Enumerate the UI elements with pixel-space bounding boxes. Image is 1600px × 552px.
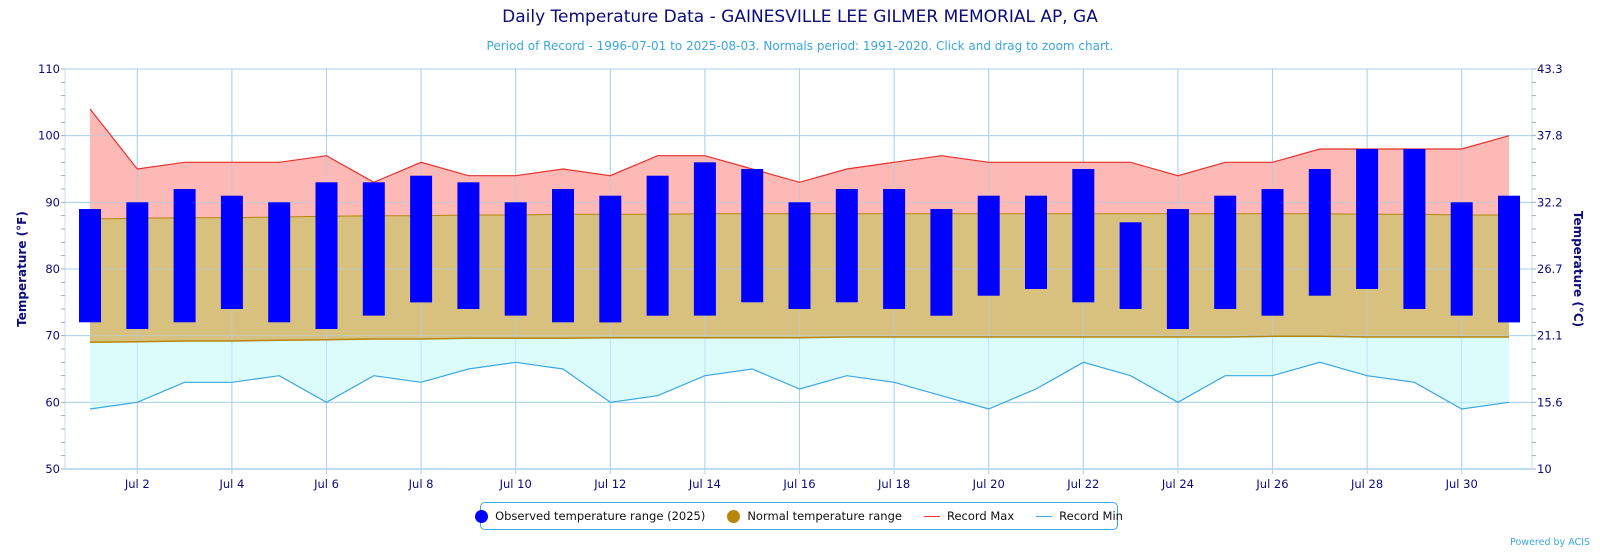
x-tick-label: Jul 2	[124, 477, 150, 491]
y-tick-label: 60	[45, 395, 60, 409]
observed-bar[interactable]	[1166, 209, 1189, 329]
chart-legend: Observed temperature range (2025) Normal…	[475, 502, 1123, 530]
y-tick-label: 70	[45, 329, 60, 343]
legend-item-record-max[interactable]: Record Max	[923, 509, 1015, 523]
legend-label-normal: Normal temperature range	[747, 509, 902, 523]
observed-bar[interactable]	[504, 202, 527, 316]
observed-bar[interactable]	[1261, 189, 1284, 316]
x-tick-label: Jul 20	[972, 477, 1005, 491]
chart-title: Daily Temperature Data - GAINESVILLE LEE…	[502, 7, 1098, 27]
observed-bar[interactable]	[552, 189, 574, 323]
observed-bar[interactable]	[977, 195, 1000, 296]
x-tick-label: Jul 22	[1066, 477, 1099, 491]
observed-bar[interactable]	[410, 175, 433, 303]
x-tick-label: Jul 24	[1161, 477, 1194, 491]
observed-bar[interactable]	[1119, 222, 1142, 309]
legend-label-record-min: Record Min	[1059, 509, 1123, 523]
record-min-legend-marker	[1036, 515, 1053, 517]
y-right-tick-label: 43.3	[1537, 62, 1563, 76]
y-right-tick-label: 26.7	[1537, 262, 1563, 276]
x-tick-label: Jul 18	[877, 477, 910, 491]
record-max-line[interactable]	[89, 108, 1510, 183]
y-right-tick-label: 10	[1537, 462, 1552, 476]
record-max-legend-marker	[923, 515, 940, 517]
y-tick-label: 90	[45, 195, 60, 209]
observed-bar[interactable]	[1308, 169, 1331, 296]
record-min-line[interactable]	[89, 361, 1510, 410]
observed-bar[interactable]	[1450, 202, 1473, 316]
observed-bar[interactable]	[1403, 149, 1426, 309]
observed-legend-marker	[475, 509, 489, 523]
record-max-area	[90, 109, 1509, 219]
observed-bar[interactable]	[646, 175, 669, 316]
x-tick-label: Jul 16	[782, 477, 815, 491]
observed-bars	[79, 149, 1520, 329]
y-right-tick-label: 15.6	[1537, 395, 1563, 409]
observed-bar[interactable]	[693, 162, 716, 316]
y-axis-title-left: Temperature (°F)	[15, 211, 29, 327]
observed-bar[interactable]	[599, 195, 622, 323]
observed-bar[interactable]	[126, 202, 149, 329]
observed-bar[interactable]	[1356, 149, 1379, 289]
legend-label-record-max: Record Max	[946, 509, 1015, 523]
observed-bar[interactable]	[1498, 195, 1520, 323]
observed-bar[interactable]	[220, 195, 243, 309]
y-tick-label: 50	[45, 462, 60, 476]
observed-bar[interactable]	[788, 202, 811, 309]
legend-item-normal[interactable]: Normal temperature range	[727, 509, 902, 523]
x-tick-label: Jul 6	[313, 477, 339, 491]
x-tick-label: Jul 26	[1255, 477, 1288, 491]
x-tick-label: Jul 8	[408, 477, 434, 491]
y-right-tick-label: 32.2	[1537, 195, 1563, 209]
y-axis-title-right: Temperature (°C)	[1571, 211, 1585, 327]
y-tick-label: 110	[38, 62, 60, 76]
x-tick-label: Jul 28	[1350, 477, 1383, 491]
observed-bar[interactable]	[1072, 169, 1095, 303]
y-tick-label: 80	[45, 262, 60, 276]
normal-low-line	[89, 335, 1509, 344]
observed-bar[interactable]	[835, 189, 858, 303]
observed-bar[interactable]	[1025, 195, 1047, 289]
x-tick-label: Jul 14	[688, 477, 721, 491]
observed-bar[interactable]	[173, 189, 196, 323]
observed-bar[interactable]	[268, 202, 291, 323]
observed-bar[interactable]	[930, 209, 953, 316]
x-tick-label: Jul 4	[218, 477, 244, 491]
legend-item-observed[interactable]: Observed temperature range (2025)	[475, 509, 705, 523]
powered-by-link[interactable]: Powered by ACIS	[1510, 537, 1590, 548]
y-right-tick-label: 21.1	[1537, 329, 1563, 343]
observed-bar[interactable]	[457, 182, 480, 309]
observed-bar[interactable]	[741, 169, 764, 303]
y-right-tick-label: 37.8	[1537, 129, 1563, 143]
y-tick-label: 100	[38, 129, 60, 143]
legend-label-observed: Observed temperature range (2025)	[495, 509, 706, 523]
observed-bar[interactable]	[315, 182, 338, 329]
x-tick-label: Jul 30	[1445, 477, 1478, 491]
observed-bar[interactable]	[1214, 195, 1237, 309]
x-tick-label: Jul 10	[499, 477, 532, 491]
observed-bar[interactable]	[362, 182, 385, 316]
observed-bar[interactable]	[79, 209, 101, 323]
chart-subtitle: Period of Record - 1996-07-01 to 2025-08…	[486, 39, 1114, 53]
observed-bar[interactable]	[883, 189, 906, 309]
axes: 50 60 70 80 90 100 110 10 15.6 21.1 26.7 32.2 37.8 43…	[15, 62, 1585, 491]
legend-item-record-min[interactable]: Record Min	[1036, 509, 1123, 523]
normal-legend-marker	[727, 509, 741, 523]
x-tick-label: Jul 12	[593, 477, 626, 491]
